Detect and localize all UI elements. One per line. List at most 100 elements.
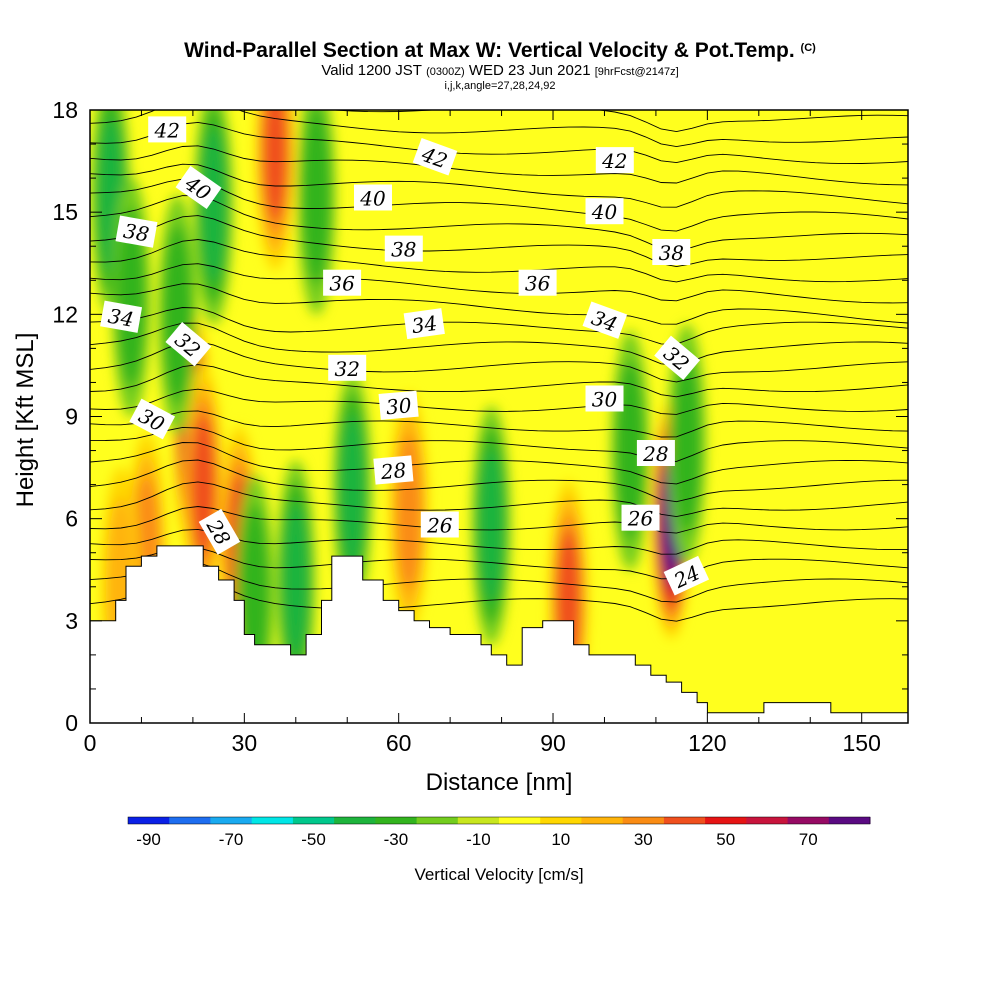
- updraft-3-level-3: [262, 110, 288, 221]
- downdraft-5-level-2: [282, 502, 310, 658]
- contour-label-box: [354, 184, 392, 211]
- colorbar-tick-label: 70: [799, 830, 818, 849]
- isentrope-line: [329, 110, 908, 133]
- isentrope-line: [90, 283, 908, 325]
- contour-label-34: 34: [100, 300, 143, 333]
- contour-label-26: 26: [621, 504, 660, 531]
- contour-label-30: 30: [585, 385, 624, 412]
- colorbar-swatch: [251, 817, 294, 824]
- contour-label-box: [328, 354, 367, 381]
- params-line: i,j,k,angle=27,28,24,92: [444, 80, 556, 92]
- contour-label-box: [585, 385, 624, 412]
- contour-label-24: 24: [663, 555, 710, 596]
- downdraft-7-level-2: [339, 414, 366, 569]
- contour-label-box: [621, 504, 660, 531]
- downdraft-10-level-1: [671, 353, 702, 534]
- contour-label-30: 30: [129, 398, 176, 440]
- x-tick-label: 120: [688, 730, 726, 756]
- contour-label-text: 26: [627, 507, 654, 531]
- colorbar: -90 -70 -50 -30 -10 10 30 50 70: [127, 816, 871, 849]
- colorbar-swatch: [828, 817, 871, 824]
- isentrope-line: [90, 178, 908, 232]
- contour-label-28: 28: [636, 440, 675, 466]
- contour-label-text: 42: [153, 118, 179, 142]
- isentrope-line: [90, 459, 908, 503]
- contour-label-text: 32: [334, 357, 359, 381]
- x-tick-label: 90: [540, 730, 566, 756]
- contour-label-40: 40: [354, 184, 392, 211]
- contour-label-38: 38: [115, 215, 158, 248]
- x-axis: 0 30 60 90 120 150: [84, 110, 881, 756]
- contour-label-box: [636, 440, 675, 466]
- isentrope-line: [90, 263, 908, 304]
- colorbar-tick-label: 10: [551, 830, 570, 849]
- contour-label-box: [585, 198, 624, 225]
- isentrope-line: [90, 121, 908, 165]
- y-tick-label: 9: [65, 404, 78, 430]
- downdraft-6-level-1: [301, 110, 332, 286]
- contour-label-32: 32: [328, 354, 367, 381]
- colorbar-tick-label: 30: [634, 830, 653, 849]
- colorbar-tick-label: -10: [466, 830, 491, 849]
- contour-label-text: 38: [391, 238, 416, 262]
- contour-label-box: [412, 138, 458, 176]
- contour-label-text: 42: [601, 149, 627, 173]
- contour-label-34: 34: [403, 308, 445, 340]
- x-tick-label: 60: [386, 730, 412, 756]
- contour-label-box: [518, 269, 557, 296]
- contour-label-text: 28: [642, 442, 668, 466]
- isentrope-line: [90, 364, 908, 398]
- contour-label-text: 30: [385, 393, 413, 419]
- contour-label-text: 38: [122, 219, 151, 247]
- y-tick-label: 6: [65, 506, 78, 532]
- contour-label-box: [582, 301, 628, 339]
- isentrope-line: [90, 442, 908, 485]
- x-tick-label: 0: [84, 730, 97, 756]
- contour-label-box: [595, 147, 634, 174]
- colorbar-swatch: [663, 817, 706, 824]
- colorbar-tick-label: -70: [219, 830, 244, 849]
- isentrope-line: [90, 426, 908, 462]
- valid-date: WED 23 Jun 2021: [468, 62, 591, 79]
- contour-label-box: [198, 508, 241, 555]
- colorbar-swatch: [128, 817, 170, 824]
- colorbar-swatch: [622, 817, 665, 824]
- chart-title: Wind-Parallel Section at Max W: Vertical…: [0, 36, 1000, 63]
- contour-label-text: 30: [592, 388, 618, 412]
- isentrope-line: [90, 388, 908, 415]
- isentrope-line: [90, 322, 908, 366]
- y-axis-title: Height [Kft MSL]: [12, 333, 39, 508]
- contour-label-text: 38: [659, 241, 684, 265]
- isentrope-line: [90, 195, 908, 252]
- contour-label-36: 36: [323, 269, 362, 296]
- contour-label-30: 30: [378, 390, 419, 420]
- colorbar-swatch: [705, 817, 747, 824]
- contour-label-text: 40: [591, 200, 618, 224]
- isentrope-line: [90, 239, 908, 283]
- colorbar-title: Vertical Velocity [cm/s]: [414, 865, 583, 884]
- contour-label-text: 34: [106, 304, 135, 332]
- isentrope-line: [90, 145, 908, 186]
- contour-label-box: [403, 308, 445, 340]
- colorbar-swatch: [540, 817, 582, 824]
- x-tick-label: 30: [232, 730, 258, 756]
- x-tick-label: 150: [843, 730, 881, 756]
- plot-area: 4240383432302842403836343230282642403836…: [90, 110, 908, 723]
- contour-label-box: [652, 239, 691, 265]
- isentrope-line: [90, 341, 908, 383]
- contour-label-text: 36: [329, 272, 355, 296]
- y-tick-label: 15: [52, 199, 78, 225]
- valid-time: Valid 1200 JST: [321, 62, 422, 79]
- contour-label-box: [373, 455, 414, 485]
- isentrope-line: [90, 110, 908, 148]
- contour-label-42: 42: [595, 147, 634, 174]
- forecast-info: [9hrFcst@2147z]: [594, 66, 679, 78]
- colorbar-swatch: [292, 817, 335, 824]
- terrain-profile: [90, 545, 908, 723]
- contour-label-box: [654, 335, 701, 381]
- contour-labels: 4240383432302842403836343230282642403836…: [100, 116, 710, 596]
- colorbar-tick-label: -90: [136, 830, 161, 849]
- contour-label-42: 42: [148, 116, 187, 143]
- valid-line: Valid 1200 JST (0300Z) WED 23 Jun 2021 […: [0, 63, 1000, 80]
- contour-label-box: [148, 116, 187, 143]
